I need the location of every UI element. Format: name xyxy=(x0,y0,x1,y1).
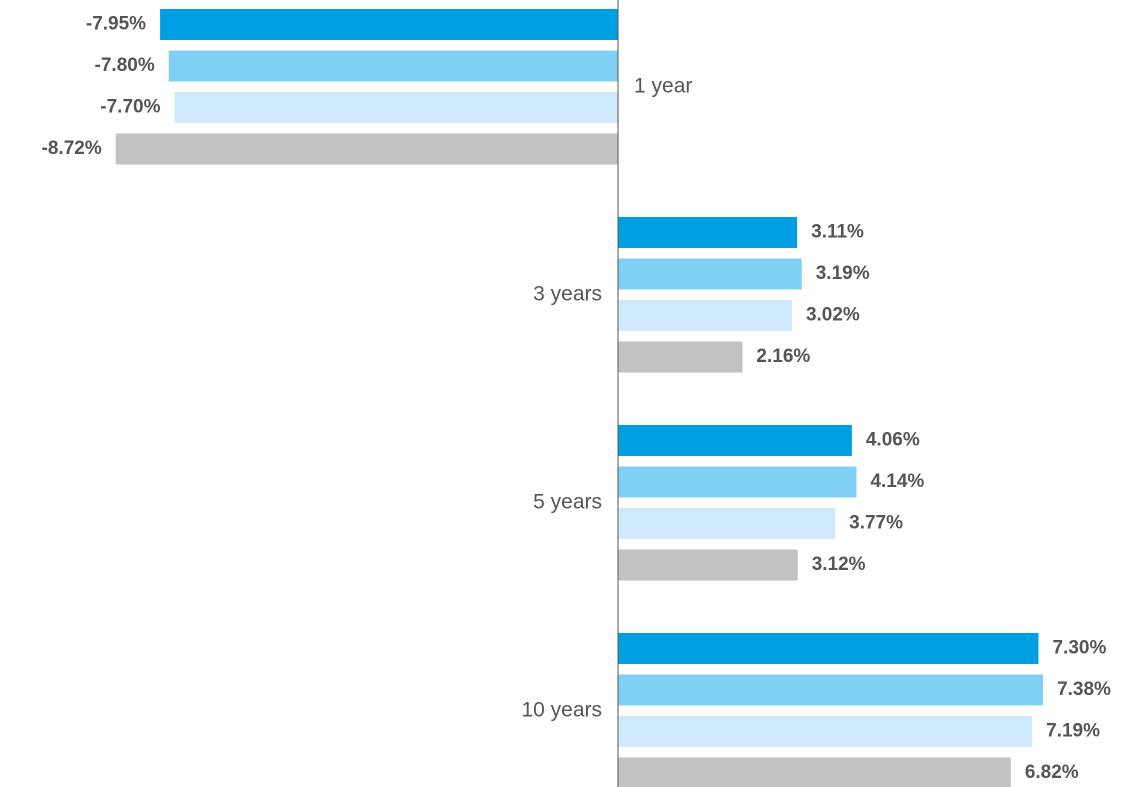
value-label: 3.02% xyxy=(806,305,860,326)
bar xyxy=(618,716,1033,747)
bar xyxy=(618,217,798,248)
bar xyxy=(115,133,618,165)
value-label: 7.38% xyxy=(1057,679,1111,700)
value-label: 3.12% xyxy=(812,554,866,575)
bar xyxy=(618,300,792,331)
category-label: 10 years xyxy=(521,698,602,721)
value-label: 2.16% xyxy=(756,346,810,367)
bar xyxy=(618,508,836,539)
value-label: 3.19% xyxy=(816,263,870,284)
value-label: -7.80% xyxy=(95,55,155,76)
value-label: 4.06% xyxy=(866,430,920,451)
value-label: -7.70% xyxy=(100,97,160,118)
value-labels-group: -7.95% -7.80% -7.70% -8.72% 3.11% 3.19% 3.02% 2… xyxy=(42,14,1112,784)
bar xyxy=(618,341,743,373)
category-label: 5 years xyxy=(533,490,602,513)
bar xyxy=(174,92,619,123)
bars-group xyxy=(115,9,1044,787)
value-label: 7.30% xyxy=(1052,638,1106,659)
bar xyxy=(618,757,1011,787)
bar xyxy=(168,50,618,82)
value-label: 3.11% xyxy=(811,222,864,243)
bar xyxy=(618,466,857,498)
bar xyxy=(618,258,802,290)
value-label: 7.19% xyxy=(1046,721,1100,742)
value-label: 3.77% xyxy=(849,513,903,534)
value-label: 6.82% xyxy=(1025,762,1079,783)
category-labels-group: 1 year 3 years 5 years 10 years xyxy=(521,74,692,721)
bar xyxy=(618,633,1039,664)
bar xyxy=(618,425,852,456)
value-label: -8.72% xyxy=(42,138,102,159)
bar xyxy=(618,549,798,581)
bar xyxy=(160,9,618,40)
bar xyxy=(618,674,1044,706)
category-label: 3 years xyxy=(533,282,602,305)
value-label: -7.95% xyxy=(86,14,146,35)
category-label: 1 year xyxy=(634,74,692,97)
value-label: 4.14% xyxy=(870,471,924,492)
